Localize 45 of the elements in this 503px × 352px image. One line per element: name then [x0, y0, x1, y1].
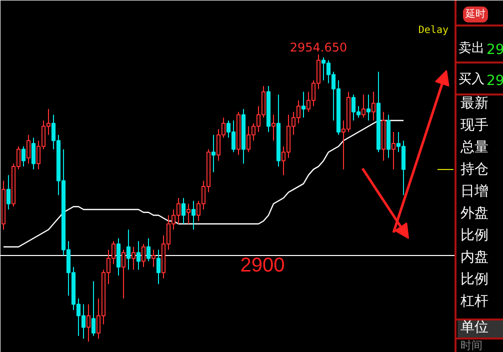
candlestick [126, 229, 131, 270]
text: 时间 [460, 339, 482, 352]
text: 单位 [460, 320, 488, 336]
candlestick [91, 280, 96, 336]
annotation: 2900 [240, 254, 285, 276]
candlestick [391, 132, 396, 170]
candlestick [136, 240, 141, 270]
candlestick [211, 134, 216, 173]
text: 最新 [460, 96, 488, 112]
candlestick [86, 304, 91, 342]
text: 外盘 [460, 206, 488, 222]
text: 29 [486, 42, 503, 58]
text: 总量 [460, 140, 488, 156]
candlestick [31, 137, 36, 170]
candlestick [301, 91, 306, 118]
candlestick [6, 174, 11, 210]
candlestick [131, 246, 136, 270]
text: 现手 [460, 118, 488, 134]
text: 延时 [464, 8, 486, 20]
text: 比例 [460, 228, 488, 244]
annotation: 2954.650 [290, 40, 348, 54]
text: 比例 [460, 272, 488, 288]
candlestick [141, 243, 146, 268]
candlestick [151, 249, 156, 268]
text: 29 [486, 73, 503, 89]
candlestick [26, 134, 31, 164]
text: 日增 [460, 184, 488, 200]
candlestick [146, 238, 151, 262]
candlestick [361, 94, 366, 118]
candlestick [181, 198, 186, 224]
text: 买入 [458, 72, 484, 87]
candlestick [191, 200, 196, 230]
text: 杠杆 [460, 294, 488, 310]
candlestick [116, 238, 121, 276]
candlestick [271, 114, 276, 142]
text: 持仓 [460, 162, 488, 178]
candlestick [366, 94, 371, 122]
candlestick [21, 146, 26, 167]
text: Delay [418, 25, 449, 36]
candlestick [186, 203, 191, 224]
candlestick [121, 249, 126, 300]
candlestick [371, 91, 376, 122]
text: 卖出 [458, 41, 484, 56]
text: 内盘 [460, 250, 488, 266]
candlestick [156, 249, 161, 285]
